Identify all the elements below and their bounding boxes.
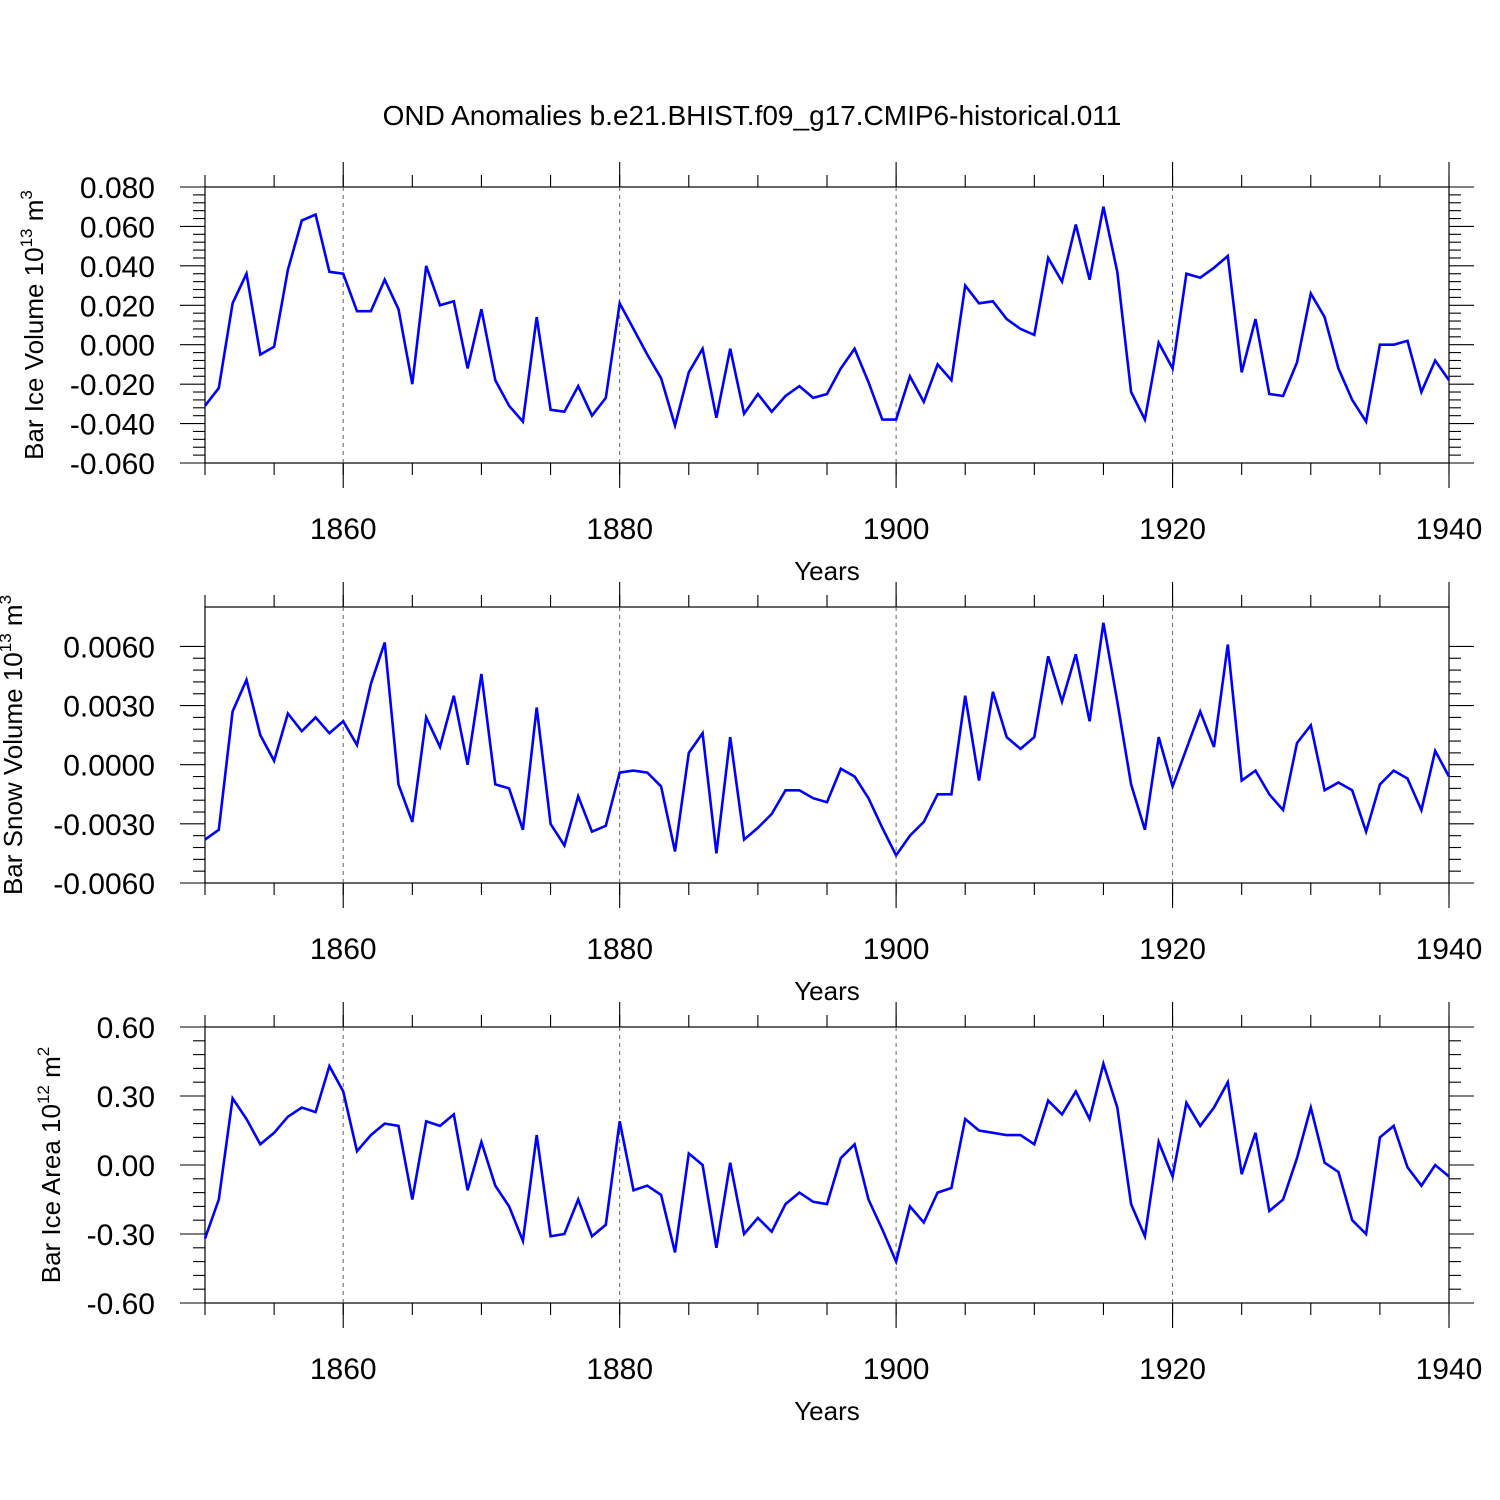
panel-ice-volume: -0.060 -0.040 -0.020 0.000 0.020 0.040 0.060 0.…	[17, 162, 1482, 586]
y-tick-label: 0.0060	[63, 631, 155, 664]
x-axis-label: Years	[794, 1396, 860, 1426]
x-gridlines	[342, 607, 1174, 883]
chart-title: OND Anomalies b.e21.BHIST.f09_g17.CMIP6-…	[383, 100, 1122, 131]
x-tick-label: 1900	[863, 933, 930, 966]
x-tick-label: 1900	[863, 1353, 930, 1386]
y-tick-label: 0.0000	[63, 750, 155, 783]
y-label-prefix: Bar Snow Volume 10	[0, 652, 28, 895]
y-label-exp: 13	[0, 633, 15, 652]
y-label-unit: m	[0, 604, 28, 633]
y-tick-label: 0.30	[97, 1081, 155, 1114]
plot-frame	[204, 606, 1450, 884]
x-gridlines	[342, 187, 1174, 463]
x-tick-label: 1860	[310, 1353, 377, 1386]
x-tick-label: 1880	[586, 513, 653, 546]
series-line	[203, 1059, 1450, 1266]
x-ticks: 1860 1880 1900 1920 1940	[204, 162, 1483, 546]
x-tick-label: 1920	[1139, 513, 1206, 546]
series-ice-volume	[203, 206, 1451, 431]
series-ice-area	[203, 1059, 1450, 1266]
y-tick-label: -0.0060	[53, 868, 155, 901]
y-label-unit: m	[19, 200, 49, 229]
y-label-unit-exp: 3	[17, 190, 36, 199]
y-ticks: -0.0060 -0.0030 0.0000 0.0030 0.0060	[53, 631, 1474, 901]
y-ticks: -0.060 -0.040 -0.020 0.000 0.020 0.040 0.060 0.…	[70, 172, 1474, 481]
y-tick-label: 0.060	[80, 211, 155, 244]
x-tick-label: 1860	[310, 933, 377, 966]
x-axis-label: Years	[794, 976, 860, 1006]
y-axis-label: Bar Ice Area 1012 m2	[34, 1047, 66, 1284]
y-axis-label: Bar Snow Volume 1013 m3	[0, 595, 28, 895]
y-label-exp: 12	[34, 1085, 53, 1104]
y-tick-label: -0.040	[70, 409, 155, 442]
y-label-unit-exp: 2	[34, 1047, 53, 1056]
x-axis-label: Years	[794, 556, 860, 586]
y-axis-label: Bar Ice Volume 1013 m3	[17, 190, 49, 460]
x-tick-label: 1920	[1139, 933, 1206, 966]
y-tick-label: 0.020	[80, 290, 155, 323]
y-tick-label: 0.000	[80, 330, 155, 363]
y-ticks: -0.60 -0.30 0.00 0.30 0.60	[87, 1012, 1474, 1321]
x-ticks: 1860 1880 1900 1920 1940	[204, 582, 1483, 966]
y-label-prefix: Bar Ice Area 10	[36, 1104, 66, 1283]
y-tick-label: 0.0030	[63, 691, 155, 724]
y-label-prefix: Bar Ice Volume 10	[19, 247, 49, 459]
x-gridlines	[342, 1027, 1174, 1303]
y-label-unit: m	[36, 1056, 66, 1085]
y-tick-label: -0.30	[87, 1219, 155, 1252]
y-tick-label: 0.00	[97, 1150, 155, 1183]
y-tick-label: 0.60	[97, 1012, 155, 1045]
y-tick-label: -0.060	[70, 448, 155, 481]
y-label-exp: 13	[17, 228, 36, 247]
series-line	[204, 622, 1451, 858]
panel-ice-area: -0.60-0.300.000.300.60 1860 1880 1900 1920 1…	[34, 1002, 1482, 1426]
y-tick-label: -0.0030	[53, 809, 155, 842]
x-tick-label: 1880	[586, 933, 653, 966]
x-ticks: 1860 1880 1900 1920 1940	[204, 1002, 1483, 1386]
y-tick-label: -0.60	[87, 1288, 155, 1321]
y-tick-label: 0.040	[80, 251, 155, 284]
x-tick-label: 1860	[310, 513, 377, 546]
x-tick-label: 1940	[1416, 1353, 1483, 1386]
x-tick-label: 1940	[1416, 513, 1483, 546]
x-tick-label: 1940	[1416, 933, 1483, 966]
panel-snow-volume: -0.0060 -0.0030 0.0000 0.0030 0.0060 1860 188…	[0, 582, 1482, 1006]
x-tick-label: 1920	[1139, 1353, 1206, 1386]
y-tick-label: 0.080	[80, 172, 155, 205]
series-snow-volume	[204, 622, 1451, 858]
x-tick-label: 1900	[863, 513, 930, 546]
series-line	[203, 206, 1451, 431]
plot-frame	[204, 186, 1450, 464]
x-tick-label: 1880	[586, 1353, 653, 1386]
y-tick-label: -0.020	[70, 369, 155, 402]
y-label-unit-exp: 3	[0, 595, 15, 604]
